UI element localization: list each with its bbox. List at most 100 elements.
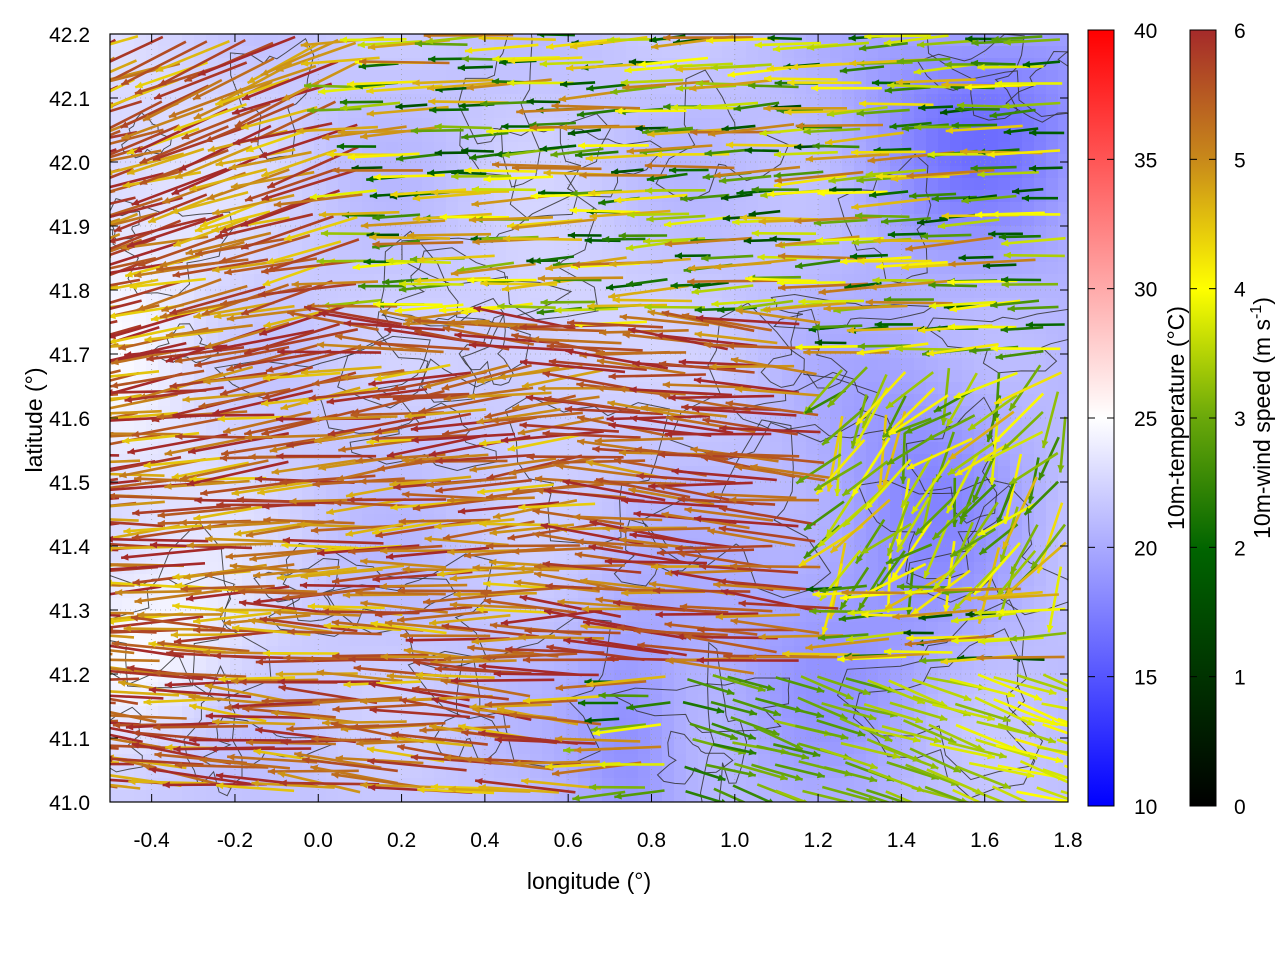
temperature-cell: [614, 334, 627, 347]
temperature-cell: [1034, 310, 1047, 323]
temperature-cell: [770, 370, 783, 383]
temperature-cell: [290, 790, 303, 802]
temperature-cell: [902, 46, 915, 59]
temperature-cell: [746, 46, 759, 59]
temperature-cell: [602, 118, 615, 131]
temperature-cell: [482, 346, 495, 359]
temperature-cell: [782, 502, 795, 515]
temperature-cell: [266, 658, 279, 671]
temperature-cell: [926, 442, 939, 455]
temperature-cell: [710, 754, 723, 767]
temperature-cell: [530, 718, 543, 731]
temperature-cell: [686, 682, 699, 695]
temperature-cell: [290, 298, 303, 311]
temperature-cell: [950, 154, 963, 167]
temperature-cell: [470, 406, 483, 419]
temperature-cell: [338, 634, 351, 647]
temperature-cell: [218, 526, 231, 539]
temperature-cell: [434, 202, 447, 215]
temperature-cell: [782, 202, 795, 215]
temperature-cell: [734, 202, 747, 215]
temperature-cell: [554, 226, 567, 239]
temperature-cell: [554, 178, 567, 191]
temperature-cell: [254, 790, 267, 802]
temperature-cell: [266, 682, 279, 695]
temperature-cell: [518, 682, 531, 695]
temperature-cell: [950, 46, 963, 59]
temperature-cell: [878, 226, 891, 239]
temperature-cell: [662, 58, 675, 71]
temperature-cell: [110, 550, 123, 563]
temperature-cell: [446, 118, 459, 131]
temperature-cell: [650, 706, 663, 719]
temperature-cell: [950, 250, 963, 263]
temperature-cell: [998, 154, 1011, 167]
temperature-cell: [146, 790, 159, 802]
temperature-cell: [302, 790, 315, 802]
temperature-cell: [1010, 286, 1023, 299]
temperature-cell: [386, 286, 399, 299]
temperature-cell: [554, 574, 567, 587]
temperature-cell: [398, 58, 411, 71]
temperature-cell: [950, 178, 963, 191]
temperature-cell: [986, 310, 999, 323]
temperature-cell: [290, 634, 303, 647]
temperature-cell: [842, 622, 855, 635]
temperature-cell: [878, 694, 891, 707]
temperature-cell: [902, 226, 915, 239]
temperature-cell: [1022, 178, 1035, 191]
temperature-cell: [842, 94, 855, 107]
temperature-cell: [506, 94, 519, 107]
temperature-cell: [182, 658, 195, 671]
temperature-cell: [314, 442, 327, 455]
temperature-cell: [398, 202, 411, 215]
temperature-cell: [866, 358, 879, 371]
temperature-cell: [122, 106, 135, 119]
temperature-cell: [950, 370, 963, 383]
temperature-cell: [506, 202, 519, 215]
temperature-cell: [314, 298, 327, 311]
temperature-cell: [926, 286, 939, 299]
temperature-cell: [326, 526, 339, 539]
temperature-cell: [1022, 454, 1035, 467]
temperature-cell: [458, 226, 471, 239]
temperature-cell: [278, 490, 291, 503]
temperature-cell: [686, 190, 699, 203]
temperature-cell: [110, 790, 123, 802]
temperature-cell: [914, 178, 927, 191]
temperature-cell: [446, 154, 459, 167]
temperature-cell: [950, 286, 963, 299]
temperature-cell: [134, 634, 147, 647]
temperature-cell: [842, 406, 855, 419]
temperature-cell: [866, 658, 879, 671]
temperature-cell: [890, 226, 903, 239]
temperature-cell: [446, 130, 459, 143]
temperature-cell: [230, 274, 243, 287]
temperature-cell: [1022, 442, 1035, 455]
temperature-cell: [566, 670, 579, 683]
temperature-cell: [566, 706, 579, 719]
temperature-cell: [1034, 70, 1047, 83]
temperature-cell: [614, 118, 627, 131]
temperature-cell: [134, 358, 147, 371]
temperature-cell: [710, 466, 723, 479]
temperature-cell: [206, 658, 219, 671]
temperature-cell: [770, 262, 783, 275]
temperature-cell: [890, 634, 903, 647]
temperature-cell: [578, 310, 591, 323]
temperature-cell: [146, 358, 159, 371]
temperature-cell: [470, 382, 483, 395]
temperature-cell: [938, 382, 951, 395]
temperature-cell: [770, 442, 783, 455]
temperature-cell: [242, 790, 255, 802]
temperature-cell: [338, 742, 351, 755]
temperature-cell: [962, 202, 975, 215]
temperature-cell: [1034, 262, 1047, 275]
temperature-cell: [338, 790, 351, 802]
temperature-cell: [698, 694, 711, 707]
temperature-cell: [722, 46, 735, 59]
temperature-cell: [158, 178, 171, 191]
temperature-cell: [374, 286, 387, 299]
temperature-cell: [818, 574, 831, 587]
temperature-cell: [1010, 754, 1023, 767]
